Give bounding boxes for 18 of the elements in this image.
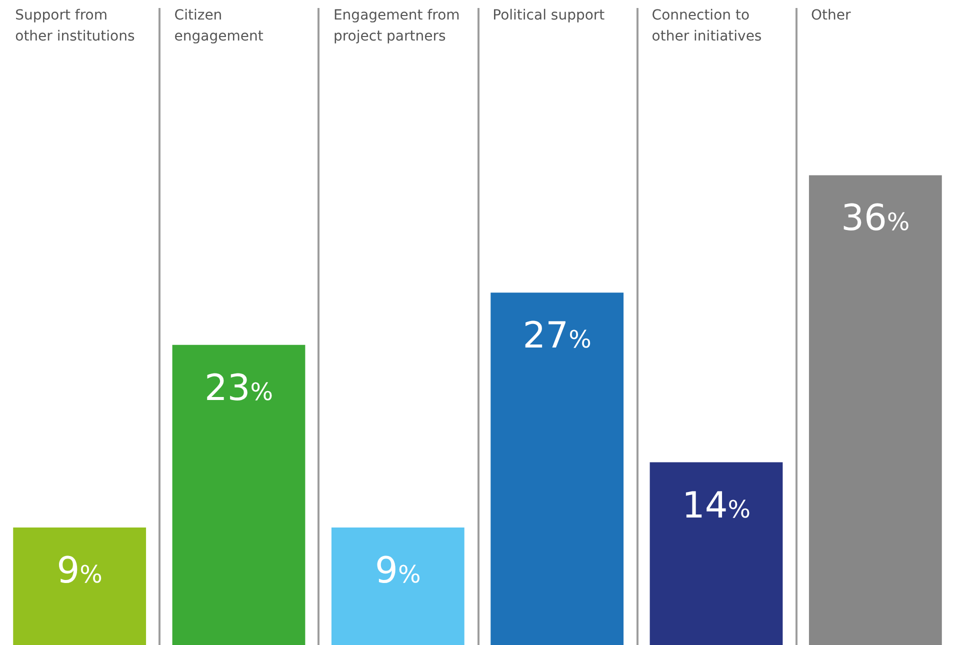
x-tick-label: Citizen engagement [174, 8, 264, 45]
data-label: 36% [841, 198, 910, 240]
x-tick-label: Connection to other initiatives [652, 8, 762, 45]
bar [650, 462, 783, 645]
data-label: 27% [522, 316, 592, 357]
x-tick-label: Political support [492, 8, 606, 24]
bar [490, 292, 624, 645]
bar [172, 344, 306, 645]
bar [13, 528, 146, 645]
data-label: 9% [375, 550, 421, 592]
bar [331, 528, 464, 645]
x-tick-label: Engagement from project partners [333, 8, 460, 45]
data-label: 9% [56, 550, 102, 592]
bar [808, 175, 942, 645]
data-label: 14% [682, 485, 751, 526]
x-tick-label: Other [810, 8, 851, 24]
data-label: 23% [204, 368, 274, 409]
x-tick-label: Support from other institutions [15, 8, 135, 45]
